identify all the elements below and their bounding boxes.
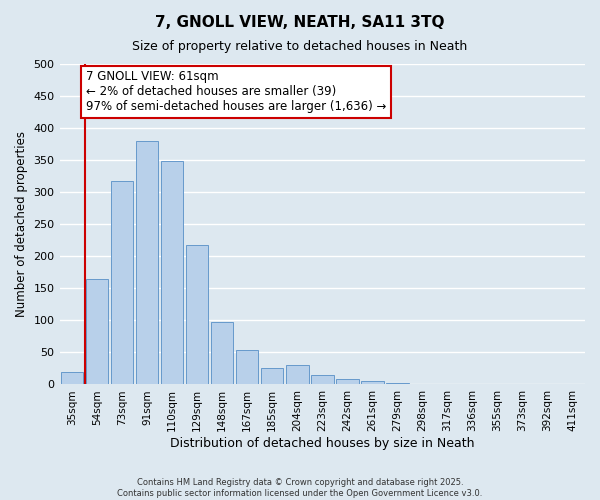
Bar <box>211 322 233 384</box>
Bar <box>186 246 208 384</box>
Bar <box>286 365 308 384</box>
Bar <box>336 380 359 384</box>
Bar <box>261 368 283 384</box>
Text: 7 GNOLL VIEW: 61sqm
← 2% of detached houses are smaller (39)
97% of semi-detache: 7 GNOLL VIEW: 61sqm ← 2% of detached hou… <box>86 70 386 114</box>
Text: Contains HM Land Registry data © Crown copyright and database right 2025.
Contai: Contains HM Land Registry data © Crown c… <box>118 478 482 498</box>
Bar <box>136 141 158 384</box>
X-axis label: Distribution of detached houses by size in Neath: Distribution of detached houses by size … <box>170 437 475 450</box>
Bar <box>236 350 259 384</box>
Bar <box>161 162 184 384</box>
Text: Size of property relative to detached houses in Neath: Size of property relative to detached ho… <box>133 40 467 53</box>
Bar <box>111 180 133 384</box>
Bar <box>61 372 83 384</box>
Text: 7, GNOLL VIEW, NEATH, SA11 3TQ: 7, GNOLL VIEW, NEATH, SA11 3TQ <box>155 15 445 30</box>
Bar <box>361 382 383 384</box>
Bar <box>386 383 409 384</box>
Bar <box>86 278 109 384</box>
Bar <box>311 376 334 384</box>
Y-axis label: Number of detached properties: Number of detached properties <box>15 131 28 317</box>
